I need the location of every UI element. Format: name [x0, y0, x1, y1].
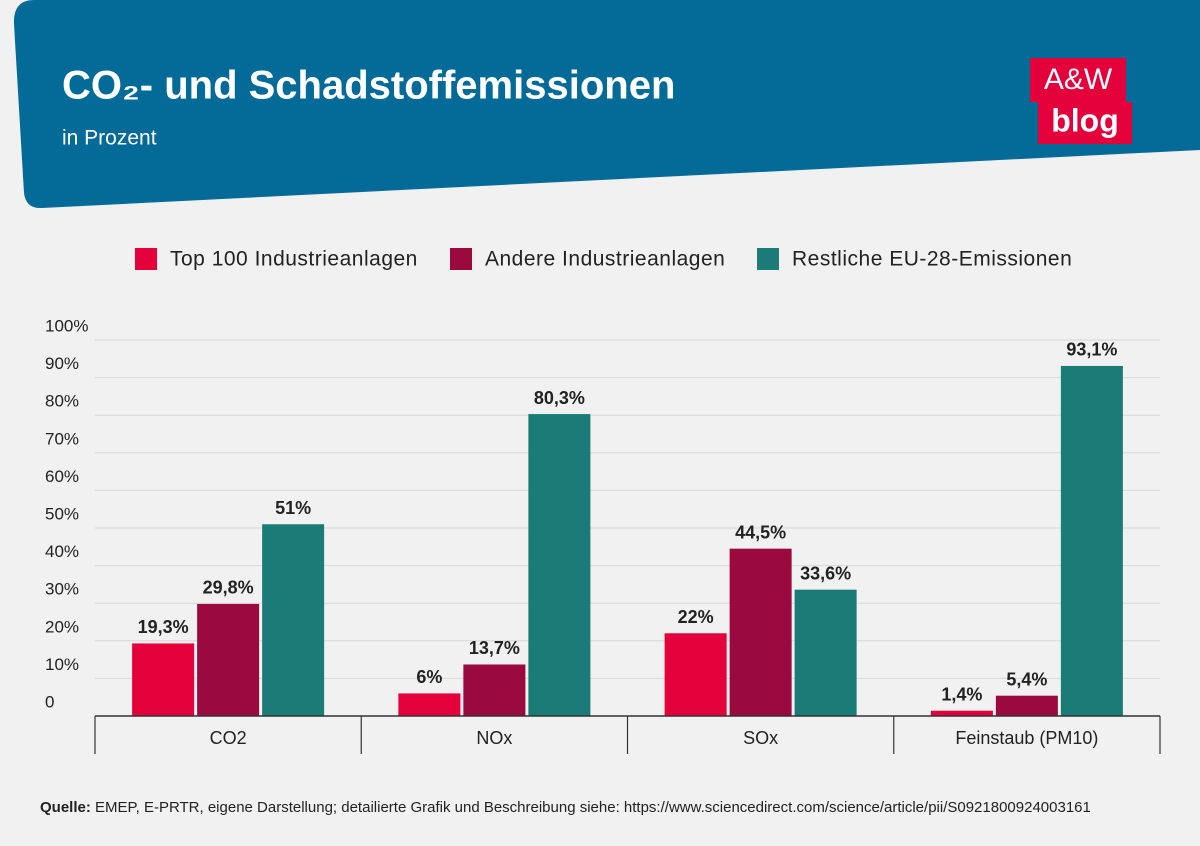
- value-label: 44,5%: [735, 522, 786, 542]
- value-label: 6%: [416, 667, 442, 687]
- legend-swatch: [757, 248, 779, 270]
- bar: [463, 664, 526, 716]
- y-tick-label: 30%: [45, 580, 79, 599]
- x-tick-label: NOx: [476, 728, 512, 748]
- source-text: EMEP, E-PRTR, eigene Darstellung; detail…: [91, 799, 1091, 816]
- y-tick-label: 100%: [45, 316, 88, 335]
- bar: [1060, 365, 1123, 716]
- value-label: 5,4%: [1006, 669, 1047, 689]
- bar: [794, 589, 857, 716]
- chart-subtitle: in Prozent: [62, 127, 157, 150]
- legend-swatch: [450, 248, 472, 270]
- bar: [132, 643, 195, 716]
- bar: [995, 695, 1058, 716]
- logo-box: [1038, 102, 1132, 144]
- source-label: Quelle:: [40, 799, 91, 816]
- x-tick-label: CO2: [210, 728, 247, 748]
- bar: [197, 603, 260, 716]
- value-label: 29,8%: [203, 578, 254, 598]
- bar: [262, 524, 325, 716]
- header-band: [13, 0, 1200, 209]
- value-label: 33,6%: [800, 563, 851, 583]
- y-tick-label: 70%: [45, 429, 79, 448]
- y-tick-label: 60%: [45, 467, 79, 486]
- x-tick-label: SOx: [743, 728, 778, 748]
- value-label: 1,4%: [941, 684, 982, 704]
- y-tick-label: 10%: [45, 655, 79, 674]
- logo-text: A&W: [1044, 63, 1113, 96]
- x-tick-label: Feinstaub (PM10): [955, 728, 1098, 748]
- legend-label: Top 100 Industrieanlagen: [170, 248, 418, 271]
- value-label: 22%: [678, 607, 714, 627]
- legend-label: Restliche EU-28-Emissionen: [792, 248, 1072, 271]
- value-label: 51%: [275, 498, 311, 518]
- bar: [528, 414, 591, 716]
- bar: [664, 633, 727, 716]
- logo-box: [1030, 58, 1126, 102]
- value-label: 93,1%: [1066, 340, 1117, 360]
- y-tick-label: 90%: [45, 354, 79, 373]
- bar: [930, 710, 993, 716]
- legend-swatch: [135, 248, 157, 270]
- y-tick-label: 0: [45, 692, 54, 711]
- value-label: 19,3%: [138, 617, 189, 637]
- logo-text: blog: [1051, 102, 1119, 138]
- value-label: 13,7%: [469, 638, 520, 658]
- source: Quelle: EMEP, E-PRTR, eigene Darstellung…: [40, 799, 1091, 816]
- y-tick-label: 20%: [45, 617, 79, 636]
- bar: [398, 693, 461, 716]
- y-tick-label: 50%: [45, 504, 79, 523]
- value-label: 80,3%: [534, 388, 585, 408]
- y-tick-label: 40%: [45, 542, 79, 561]
- chart-title: CO₂- und Schadstoffemissionen: [62, 64, 675, 108]
- y-tick-label: 80%: [45, 392, 79, 411]
- bar: [729, 548, 792, 716]
- legend-label: Andere Industrieanlagen: [485, 248, 725, 271]
